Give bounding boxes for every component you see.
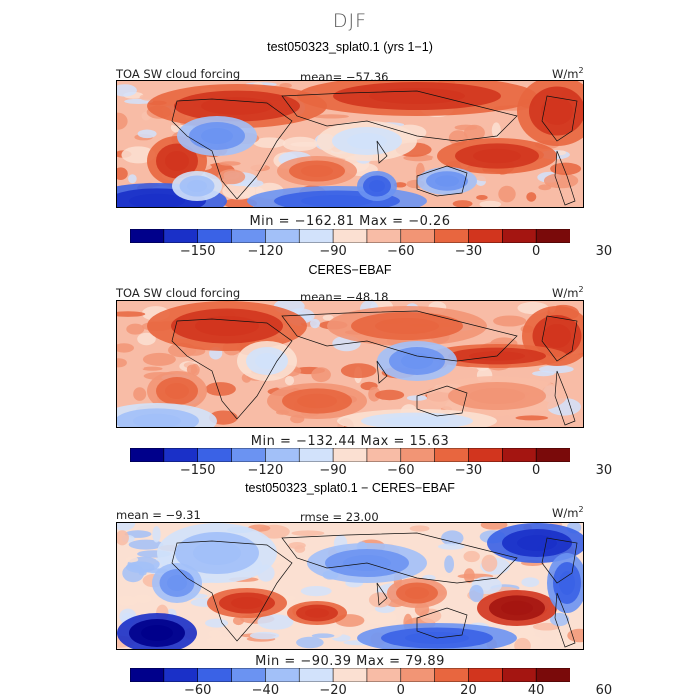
- colorbar-bin: [502, 668, 537, 682]
- colorbar-bin: [130, 229, 165, 243]
- colorbar-tick-label: 0: [532, 244, 541, 259]
- colorbar-tick-label: −90: [319, 244, 347, 259]
- colorbar-tick-label: −60: [387, 463, 415, 478]
- colorbar-bin: [298, 668, 334, 682]
- colorbar-bin: [197, 668, 233, 682]
- colorbar-bin: [298, 448, 334, 462]
- colorbar-bin: [400, 448, 436, 462]
- season-title: DJF: [332, 10, 368, 32]
- panel-2-colorbar: [130, 448, 570, 462]
- colorbar-bin: [163, 229, 199, 243]
- panel-3-colorbar: [130, 668, 570, 682]
- colorbar-tick-label: −120: [247, 463, 284, 478]
- colorbar-bin: [197, 448, 233, 462]
- colorbar-bin: [130, 448, 165, 462]
- colorbar-tick-label: 0: [396, 683, 405, 698]
- panel-1-colorbar: [130, 229, 570, 243]
- panel-3-rmse-label: rmse = 23.00: [300, 510, 379, 524]
- colorbar-tick-label: −120: [247, 244, 284, 259]
- colorbar-tick-label: 30: [595, 463, 613, 478]
- panel-2-variable-label: TOA SW cloud forcing: [116, 286, 241, 300]
- panel-3-map: [116, 522, 584, 650]
- colorbar-bin: [502, 229, 537, 243]
- colorbar-bin: [332, 229, 368, 243]
- colorbar-tick-label: −90: [319, 463, 347, 478]
- panel-3-colorbar-ticks: −60 −40 −20 0 20 40 60: [130, 683, 612, 699]
- panel-1-map: [116, 80, 584, 208]
- colorbar-tick-label: −150: [179, 244, 216, 259]
- panel-1-min-max: Min = −162.81 Max = −0.26: [249, 214, 451, 229]
- colorbar-bin: [265, 448, 300, 462]
- colorbar-bin: [366, 229, 402, 243]
- colorbar-bin: [434, 448, 470, 462]
- panel-1-colorbar-ticks: −150 −120 −90 −60 −30 0 30: [130, 244, 612, 260]
- colorbar-tick-label: 0: [532, 463, 541, 478]
- panel-2-unit: W/m2: [552, 285, 584, 300]
- panel-1-variable-label: TOA SW cloud forcing: [116, 67, 241, 81]
- panel-3-title: test050323_splat0.1 − CERES−EBAF: [245, 481, 455, 495]
- colorbar-bin: [468, 229, 503, 243]
- panel-2-map-field: [117, 301, 583, 427]
- colorbar-bin: [366, 448, 402, 462]
- colorbar-tick-label: −60: [387, 244, 415, 259]
- colorbar-bin: [535, 448, 570, 462]
- panel-2-min-max: Min = −132.44 Max = 15.63: [250, 434, 450, 449]
- panel-3-unit: W/m2: [552, 505, 584, 520]
- colorbar-bin: [332, 448, 368, 462]
- panel-1-title: test050323_splat0.1 (yrs 1−1): [267, 40, 433, 54]
- colorbar-bin: [197, 229, 233, 243]
- colorbar-bin: [332, 668, 368, 682]
- panel-2-map: [116, 300, 584, 428]
- colorbar-tick-label: −30: [454, 244, 483, 259]
- colorbar-bin: [298, 229, 334, 243]
- colorbar-bin: [535, 668, 570, 682]
- colorbar-tick-label: 30: [595, 244, 613, 259]
- panel-1-unit: W/m2: [552, 66, 584, 81]
- colorbar-bin: [434, 229, 470, 243]
- colorbar-bin: [231, 229, 266, 243]
- colorbar-bin: [366, 668, 402, 682]
- panel-3-min-max: Min = −90.39 Max = 79.89: [255, 654, 445, 669]
- panel-1-map-field: [117, 81, 583, 207]
- colorbar-bin: [265, 229, 300, 243]
- colorbar-bin: [468, 668, 503, 682]
- colorbar-bin: [434, 668, 470, 682]
- colorbar-bin: [163, 448, 199, 462]
- colorbar-bin: [231, 668, 266, 682]
- colorbar-bin: [231, 448, 266, 462]
- colorbar-bin: [400, 668, 436, 682]
- panel-2-colorbar-ticks: −150 −120 −90 −60 −30 0 30: [130, 463, 612, 479]
- colorbar-tick-label: −60: [183, 683, 212, 698]
- panel-3-map-field: [117, 523, 583, 649]
- colorbar-tick-label: −40: [251, 683, 280, 698]
- colorbar-tick-label: 20: [460, 683, 477, 698]
- panel-3-mean-label: mean = −9.31: [116, 508, 201, 522]
- colorbar-bin: [265, 668, 300, 682]
- colorbar-bin: [468, 448, 503, 462]
- colorbar-tick-label: 60: [595, 683, 613, 698]
- colorbar-tick-label: 40: [527, 683, 545, 698]
- colorbar-bin: [502, 448, 537, 462]
- colorbar-bin: [163, 668, 199, 682]
- colorbar-tick-label: −150: [179, 463, 216, 478]
- colorbar-tick-label: −20: [319, 683, 347, 698]
- panel-2-title: CERES−EBAF: [308, 263, 392, 277]
- colorbar-bin: [400, 229, 436, 243]
- colorbar-tick-label: −30: [454, 463, 483, 478]
- colorbar-bin: [535, 229, 570, 243]
- colorbar-bin: [130, 668, 165, 682]
